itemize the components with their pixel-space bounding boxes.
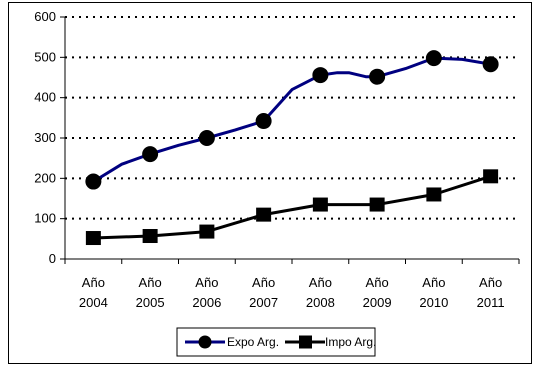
expo-arg-point (198, 130, 215, 146)
y-tick-label: 100 (34, 211, 56, 226)
impo-arg-point (199, 224, 215, 239)
x-tick-label: 2006 (192, 295, 221, 310)
impo-arg-point (426, 187, 442, 202)
x-tick-label: Año (195, 275, 218, 290)
x-tick-label: Año (82, 275, 105, 290)
x-tick-label: Año (309, 275, 332, 290)
impo-arg-point (369, 197, 385, 212)
x-tick-label: Año (252, 275, 275, 290)
y-tick-label: 500 (34, 49, 56, 64)
impo-arg-point (483, 169, 499, 184)
impo-arg-line (93, 174, 492, 240)
x-tick-label: 2008 (306, 295, 335, 310)
x-tick-label: Año (422, 275, 445, 290)
y-tick-label: 600 (34, 9, 56, 24)
impo-arg-point (312, 197, 328, 212)
y-tick-label: 0 (49, 251, 56, 266)
expo-arg-point (369, 68, 386, 85)
impo-arg-point (142, 229, 158, 244)
expo-arg-line (92, 56, 491, 183)
expo-arg-point (425, 50, 442, 67)
impo-arg-point (256, 207, 272, 222)
x-tick-label: Año (139, 275, 162, 290)
x-tick-label: Año (479, 275, 502, 290)
y-tick-label: 300 (34, 130, 56, 145)
x-tick-label: 2010 (419, 295, 448, 310)
legend-impo-label: Impo Arg. (325, 335, 376, 349)
line-chart: 0 100 200 300 400 500 600 Año 2004 Año 2005 Año 2006… (34, 9, 520, 357)
impo-arg-point (85, 231, 101, 246)
legend-expo-label: Expo Arg. (227, 335, 279, 349)
x-tick-label: 2009 (363, 295, 392, 310)
x-tick-label: 2011 (477, 295, 505, 310)
x-tick-label: Año (366, 275, 389, 290)
chart-frame: 0 100 200 300 400 500 600 Año 2004 Año 2005 Año 2006… (8, 2, 532, 364)
legend-expo-marker (198, 335, 212, 349)
y-tick-label: 200 (34, 170, 56, 185)
x-tick-label: 2007 (249, 295, 278, 310)
x-tick-label: 2004 (79, 295, 108, 310)
expo-arg-point (255, 113, 272, 130)
x-tick-label: 2005 (136, 295, 165, 310)
expo-arg-point (142, 146, 159, 163)
expo-arg-point (85, 173, 102, 190)
y-tick-label: 400 (34, 90, 56, 105)
expo-arg-point (312, 67, 329, 84)
legend-impo-marker (299, 335, 312, 349)
expo-arg-point (482, 56, 499, 73)
